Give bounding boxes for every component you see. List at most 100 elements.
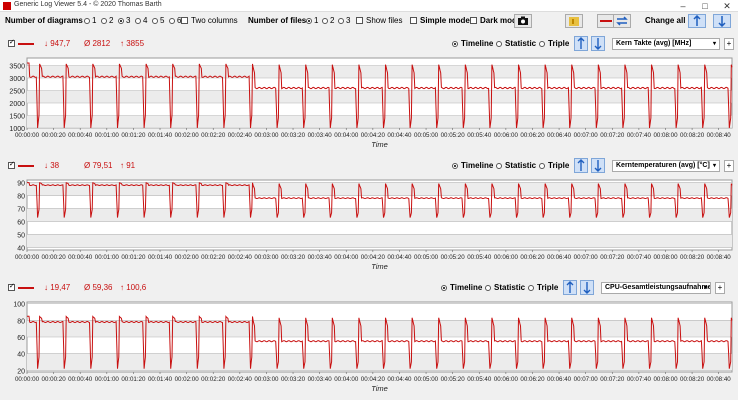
x-tick-label: 00:00:40 (68, 132, 93, 139)
show-files-checkbox[interactable] (356, 17, 363, 24)
title-bar: Generic Log Viewer 5.4 - © 2020 Thomas B… (0, 0, 738, 12)
stat-min: ↓ 38 (44, 161, 60, 170)
x-tick-label: 00:08:20 (680, 254, 705, 261)
sensor-dropdown[interactable]: CPU-Gesamtleistungsaufnahme [W] ▾ (601, 282, 711, 294)
panel-move-down-button[interactable] (580, 280, 594, 295)
files-radio-1[interactable] (306, 18, 312, 24)
x-tick-label: 00:02:20 (201, 132, 226, 139)
close-button[interactable]: ✕ (723, 1, 731, 11)
panel-move-up-button[interactable] (563, 280, 577, 295)
x-tick-label: 00:05:00 (414, 376, 439, 383)
y-tick-label: 3000 (9, 76, 25, 83)
panel-move-up-button[interactable] (574, 36, 588, 51)
screenshot-button[interactable] (514, 14, 532, 28)
change-all-label: Change all (645, 16, 686, 25)
series-color-swatch[interactable] (18, 287, 34, 289)
stat-min: ↓ 947,7 (44, 39, 71, 48)
window-title: Generic Log Viewer 5.4 - © 2020 Thomas B… (14, 1, 162, 8)
add-series-button[interactable]: + (724, 160, 734, 172)
sensor-dropdown[interactable]: Kern Takte (avg) [MHz] ▾ (612, 38, 720, 50)
dark-mode-checkbox[interactable] (470, 17, 477, 24)
series-color-swatch[interactable] (18, 43, 34, 45)
x-tick-label: 00:08:00 (653, 254, 678, 261)
x-tick-label: 00:05:40 (467, 132, 492, 139)
move-down-all-button[interactable] (713, 14, 731, 28)
panel-visible-checkbox[interactable] (8, 160, 15, 169)
diagrams-label: Number of diagrams (5, 16, 83, 25)
swap-button[interactable] (613, 14, 631, 28)
x-tick-label: 00:01:20 (121, 376, 146, 383)
y-tick-label: 1500 (9, 114, 25, 121)
two-columns-checkbox[interactable] (181, 17, 188, 24)
stat-max: ↑ 100,6 (120, 283, 147, 292)
x-tick-label: 00:03:40 (308, 132, 333, 139)
panel-visible-checkbox[interactable] (8, 38, 15, 47)
folder-button[interactable] (565, 14, 583, 28)
maximize-button[interactable]: □ (702, 1, 708, 11)
diagrams-radio-2[interactable] (101, 18, 107, 24)
arrow-down-icon (583, 282, 591, 294)
simple-mode-checkbox[interactable] (410, 17, 417, 24)
files-label: Number of files (248, 16, 307, 25)
x-tick-label: 00:01:00 (95, 254, 120, 261)
x-axis-label: Time (371, 262, 388, 271)
diagrams-radio-4[interactable] (135, 18, 141, 24)
minimize-button[interactable]: – (680, 1, 686, 11)
x-tick-label: 00:08:40 (707, 132, 732, 139)
view-triple-label: Triple (548, 161, 570, 170)
files-option-3: 3 (346, 16, 351, 25)
x-tick-label: 00:04:00 (334, 254, 359, 261)
grid-band (27, 353, 732, 371)
x-axis-label: Time (371, 384, 388, 393)
diagrams-radio-1[interactable] (84, 18, 90, 24)
x-tick-label: 00:02:00 (175, 132, 200, 139)
view-radio-triple[interactable] (539, 41, 545, 47)
view-radio-timeline[interactable] (441, 285, 447, 291)
view-statistic-label: Statistic (505, 161, 537, 170)
chevron-down-icon: ▾ (712, 41, 716, 47)
series-color-swatch[interactable] (18, 165, 34, 167)
panel-visible-checkbox[interactable] (8, 282, 15, 291)
panel-move-up-button[interactable] (574, 158, 588, 173)
view-radio-timeline[interactable] (452, 41, 458, 47)
files-radio-3[interactable] (338, 18, 344, 24)
x-tick-label: 00:06:20 (520, 254, 545, 261)
x-tick-label: 00:06:00 (494, 132, 519, 139)
move-up-all-button[interactable] (688, 14, 706, 28)
view-radio-statistic[interactable] (496, 163, 502, 169)
series-line (27, 62, 733, 129)
view-radio-triple[interactable] (539, 163, 545, 169)
x-tick-label: 00:08:20 (680, 376, 705, 383)
diagrams-radio-5[interactable] (152, 18, 158, 24)
x-tick-label: 00:05:40 (467, 254, 492, 261)
timeline-chart: 1000 1500 2000 2500 3000 3500 00:00:00 00:00:20… (9, 57, 733, 149)
stat-max: ↑ 91 (120, 161, 136, 170)
view-radio-timeline[interactable] (452, 163, 458, 169)
view-radio-statistic[interactable] (485, 285, 491, 291)
diagrams-radio-3[interactable] (118, 18, 124, 24)
view-radio-statistic[interactable] (496, 41, 502, 47)
files-option-1: 1 (314, 16, 319, 25)
panel-move-down-button[interactable] (591, 158, 605, 173)
files-radio-2[interactable] (322, 18, 328, 24)
x-tick-label: 00:07:20 (600, 376, 625, 383)
chevron-down-icon: ▾ (703, 285, 707, 291)
x-tick-label: 00:03:20 (281, 376, 306, 383)
add-series-button[interactable]: + (715, 282, 725, 294)
y-tick-label: 2000 (9, 101, 25, 108)
grid-band (27, 182, 732, 196)
panel-move-down-button[interactable] (591, 36, 605, 51)
view-radio-triple[interactable] (528, 285, 534, 291)
x-tick-label: 00:02:40 (228, 254, 253, 261)
main-toolbar: Number of diagrams 1 2 3 4 5 6 Two colum… (0, 12, 738, 30)
x-tick-label: 00:01:00 (95, 132, 120, 139)
diagrams-radio-6[interactable] (169, 18, 175, 24)
show-files-label: Show files (366, 16, 403, 25)
add-series-button[interactable]: + (724, 38, 734, 50)
x-tick-label: 00:04:20 (361, 132, 386, 139)
x-tick-label: 00:03:20 (281, 132, 306, 139)
sensor-dropdown[interactable]: Kerntemperaturen (avg) [°C] ▾ (612, 160, 720, 172)
y-tick-label: 3500 (9, 64, 25, 71)
